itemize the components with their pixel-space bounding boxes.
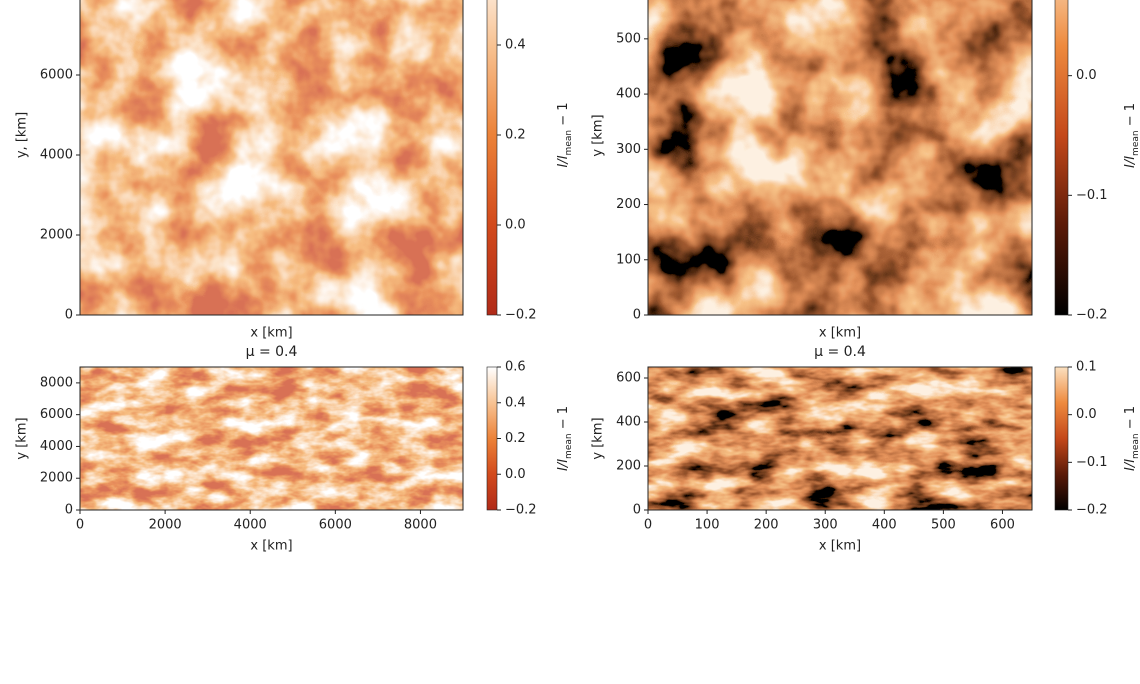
y-tick-label: 200 [616,459,641,474]
x-tick-label: 4000 [234,518,267,533]
colorbar-label-part: − 1 [1123,103,1138,130]
y-axis-label: y [km] [591,417,606,459]
heatmap-image [80,367,463,510]
x-axis-label: x [km] [250,326,292,341]
y-tick-label: 0 [633,308,641,323]
colorbar-tick-label: 0.2 [505,128,526,143]
colorbar [486,0,498,316]
y-tick-label: 4000 [40,148,73,163]
y-tick-label: 2000 [40,471,73,486]
x-tick-label: 600 [990,518,1015,533]
x-tick-label: 0 [644,518,652,533]
colorbar-label-part: I/I [556,459,571,471]
colorbar-label-part: − 1 [556,102,571,129]
colorbar-label-part: I/I [556,155,571,167]
y-tick-label: 0 [65,308,73,323]
x-tick-label: 500 [931,518,956,533]
colorbar-label-part: I/I [1123,459,1138,471]
axes-frame [647,0,1033,316]
colorbar-tick-label: 0.0 [1076,68,1097,83]
colorbar-label: I/Imean − 1 [1123,103,1140,168]
y-tick-label: 600 [616,371,641,386]
x-axis-label: x [km] [819,326,861,341]
x-tick-label: 400 [872,518,897,533]
y-tick-label: 0 [65,503,73,518]
colorbar-label-part: mean [1131,130,1140,156]
x-tick-label: 100 [695,518,720,533]
colorbar-tick-label: −0.2 [505,503,537,518]
panel-title: μ = 0.4 [246,344,298,360]
y-tick-label: 2000 [40,228,73,243]
y-tick-label: 0 [633,503,641,518]
axes-frame [647,366,1033,511]
y-axis-label: y, [km] [15,112,30,158]
heatmap-image [648,367,1032,510]
colorbar-label-part: − 1 [556,406,571,433]
x-axis-label: x [km] [819,539,861,554]
colorbar-label-part: − 1 [1123,406,1138,433]
colorbar-tick-label: 0.1 [1076,360,1097,375]
y-tick-label: 400 [616,87,641,102]
axes-frame [79,366,464,511]
y-tick-label: 8000 [40,0,73,3]
colorbar-label-part: I/I [1123,156,1138,168]
panel-title: μ = 0.4 [814,344,866,360]
colorbar-tick-label: −0.2 [1076,308,1108,323]
colorbar-label: I/Imean − 1 [1123,406,1140,471]
colorbar [1054,366,1069,511]
y-axis-label: y [km] [15,417,30,459]
colorbar-label: I/Imean − 1 [556,102,574,167]
colorbar [486,366,498,511]
x-tick-label: 0 [76,518,84,533]
y-tick-label: 300 [616,142,641,157]
x-tick-label: 300 [813,518,838,533]
colorbar-tick-label: 0.6 [505,360,526,375]
y-tick-label: 6000 [40,68,73,83]
x-tick-label: 8000 [404,518,437,533]
x-axis-label: x [km] [250,539,292,554]
heatmap-image [80,0,463,315]
y-tick-label: 500 [616,31,641,46]
x-tick-label: 2000 [149,518,182,533]
colorbar-label: I/Imean − 1 [556,406,574,471]
heatmap-image [648,0,1032,315]
colorbar-tick-label: −0.2 [1076,503,1108,518]
colorbar-tick-label: 0.2 [505,431,526,446]
colorbar-tick-label: 0.4 [505,38,526,53]
colorbar-label-part: mean [1131,433,1140,459]
x-tick-label: 200 [754,518,779,533]
colorbar-tick-label: 0.0 [505,218,526,233]
axes-frame [79,0,464,316]
colorbar-label-part: mean [564,433,574,459]
colorbar-tick-label: −0.1 [1076,455,1108,470]
y-tick-label: 200 [616,197,641,212]
y-tick-label: 8000 [40,375,73,390]
colorbar-tick-label: 0.0 [1076,407,1097,422]
colorbar-tick-label: 0.4 [505,395,526,410]
x-tick-label: 6000 [319,518,352,533]
colorbar-tick-label: 0.0 [505,467,526,482]
y-tick-label: 100 [616,252,641,267]
colorbar-label-part: mean [564,130,574,156]
colorbar [1054,0,1069,316]
y-tick-label: 6000 [40,407,73,422]
y-axis-label: y [km] [591,114,606,156]
colorbar-tick-label: −0.2 [505,308,537,323]
colorbar-tick-label: −0.1 [1076,188,1108,203]
y-tick-label: 4000 [40,439,73,454]
y-tick-label: 400 [616,415,641,430]
